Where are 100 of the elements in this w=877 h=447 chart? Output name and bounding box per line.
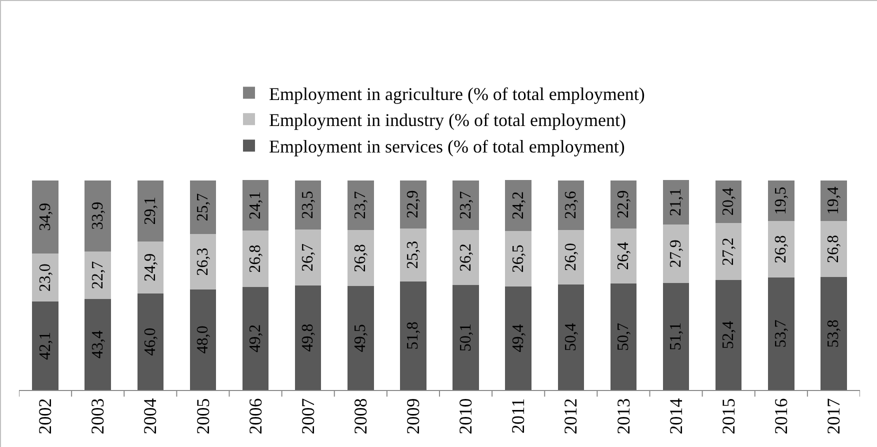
bar — [610, 228, 637, 284]
bar — [610, 284, 637, 390]
x-tick-label: 2002 — [35, 398, 56, 434]
bar — [84, 180, 111, 252]
bar — [242, 286, 269, 390]
data-label: 19,5 — [772, 186, 790, 215]
data-label: 23,7 — [352, 191, 370, 220]
bar — [768, 277, 794, 390]
data-label: 25,7 — [194, 193, 212, 222]
data-label: 24,1 — [247, 191, 264, 220]
bar — [32, 302, 58, 390]
data-label: 34,9 — [36, 202, 54, 231]
x-tick-label: 2011 — [508, 398, 528, 434]
bar — [662, 180, 690, 224]
data-label: 26,4 — [614, 242, 632, 270]
bar — [190, 234, 216, 290]
x-tick-label: 2015 — [718, 398, 738, 434]
bar — [662, 224, 690, 283]
data-label: 49,8 — [300, 324, 317, 352]
x-tick-label: 2016 — [771, 398, 792, 434]
bar — [32, 180, 58, 254]
data-label: 49,2 — [247, 324, 264, 352]
x-tick-label: 2014 — [666, 398, 686, 434]
data-label: 26,8 — [825, 235, 842, 264]
data-label: 46,0 — [142, 328, 159, 356]
data-label: 51,1 — [668, 322, 685, 350]
bar — [768, 221, 794, 278]
bar — [452, 180, 479, 230]
x-tick-label: 2008 — [350, 398, 371, 434]
bar — [452, 284, 479, 390]
data-label: 22,7 — [89, 261, 106, 290]
data-label: 42,1 — [36, 332, 54, 360]
bar — [400, 180, 426, 228]
bar — [32, 253, 58, 302]
data-label: 26,8 — [772, 235, 790, 264]
data-label: 23,0 — [36, 264, 54, 292]
data-label: 50,7 — [614, 322, 632, 351]
x-tick-label: 2009 — [403, 398, 424, 434]
data-label: 33,9 — [89, 202, 106, 230]
x-tick-label: 2005 — [192, 398, 213, 434]
bar — [558, 284, 584, 390]
data-label: 51,8 — [404, 322, 422, 350]
bar — [348, 180, 374, 230]
data-label: 26,5 — [510, 244, 527, 273]
bar — [820, 220, 847, 278]
data-label: 26,8 — [247, 244, 264, 273]
bar — [505, 180, 532, 231]
data-label: 49,4 — [510, 324, 527, 352]
data-label: 29,1 — [142, 196, 159, 225]
data-label: 22,9 — [404, 190, 422, 218]
data-label: 23,6 — [562, 191, 580, 220]
bar — [84, 298, 111, 390]
data-label: 27,2 — [720, 238, 738, 266]
x-tick-label: 2004 — [140, 398, 160, 434]
data-label: 20,4 — [720, 188, 738, 216]
bar — [190, 289, 216, 390]
x-tick-label: 2017 — [824, 398, 844, 434]
bar — [715, 280, 742, 390]
x-tick-label: 2003 — [88, 398, 108, 434]
bar — [558, 230, 584, 284]
data-label: 53,8 — [825, 320, 842, 348]
data-label: 24,2 — [510, 191, 527, 220]
data-label: 53,7 — [772, 320, 790, 348]
bar — [190, 180, 216, 234]
bar — [505, 230, 532, 286]
bar — [505, 286, 532, 390]
bar — [662, 282, 690, 390]
x-tick-label: 2013 — [613, 398, 634, 434]
data-label: 23,5 — [300, 190, 317, 219]
data-label: 19,4 — [825, 186, 842, 215]
data-label: 52,4 — [720, 321, 738, 350]
bar — [452, 230, 479, 285]
data-label: 23,7 — [457, 191, 474, 220]
bar — [294, 230, 322, 286]
legend-label: Employment in agriculture (% of total employment) — [269, 84, 645, 104]
bar — [137, 180, 164, 242]
bar — [348, 286, 374, 390]
bar — [137, 294, 164, 390]
bar — [400, 281, 426, 390]
data-label: 48,0 — [194, 326, 212, 354]
x-tick-label: 2012 — [560, 398, 581, 434]
data-label: 50,4 — [562, 323, 580, 352]
data-label: 24,9 — [142, 253, 159, 282]
x-tick-label: 2006 — [245, 398, 266, 434]
data-label: 43,4 — [89, 330, 106, 358]
data-label: 22,9 — [614, 190, 632, 218]
legend-label: Employment in services (% of total employment) — [269, 136, 625, 157]
x-tick-label: 2010 — [456, 398, 476, 434]
bar — [242, 230, 269, 287]
bar — [84, 251, 111, 299]
data-label: 27,9 — [668, 240, 685, 268]
data-label: 21,1 — [668, 188, 685, 216]
legend-label: Employment in industry (% of total employment) — [269, 110, 626, 130]
data-label: 26,8 — [352, 244, 370, 272]
bar — [820, 277, 847, 390]
data-label: 50,1 — [457, 323, 474, 352]
bar — [242, 180, 269, 231]
bar — [137, 241, 164, 294]
data-label: 26,7 — [300, 244, 317, 272]
bar — [400, 228, 426, 282]
